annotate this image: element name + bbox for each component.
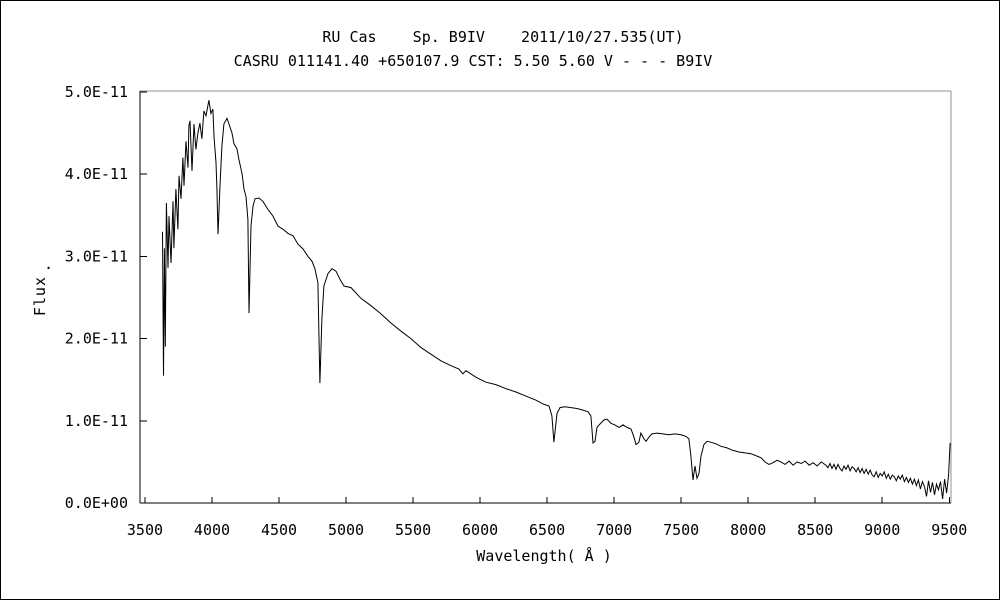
chart-title-line2: CASRU 011141.40 +650107.9 CST: 5.50 5.60… (233, 52, 713, 70)
x-tick-label: 8000 (730, 521, 766, 539)
x-tick-label: 4500 (261, 521, 297, 539)
y-tick-label: 5.0E-11 (65, 83, 128, 101)
y-tick-label: 4.0E-11 (65, 165, 128, 183)
y-axis-label-dot: . (44, 255, 54, 273)
x-tick-label: 5000 (328, 521, 364, 539)
x-tick-label: 8500 (797, 521, 833, 539)
x-tick-label: 3500 (127, 521, 163, 539)
x-axis-label: Wavelength( Å ) (476, 547, 612, 565)
x-tick-label: 5500 (395, 521, 431, 539)
y-tick-label: 2.0E-11 (65, 330, 128, 348)
y-tick-label: 1.0E-11 (65, 412, 128, 430)
chart-title-line1: RU Cas Sp. B9IV 2011/10/27.535(UT) (322, 28, 684, 46)
x-tick-label: 7000 (596, 521, 632, 539)
x-tick-label: 6500 (529, 521, 565, 539)
spectrum-curve (162, 100, 951, 499)
x-tick-label: 4000 (194, 521, 230, 539)
x-tick-label: 7500 (663, 521, 699, 539)
x-tick-label: 9000 (864, 521, 900, 539)
x-tick-label: 9500 (931, 521, 967, 539)
y-tick-label: 3.0E-11 (65, 247, 128, 265)
y-tick-label: 0.0E+00 (65, 494, 128, 512)
x-tick-label: 6000 (462, 521, 498, 539)
